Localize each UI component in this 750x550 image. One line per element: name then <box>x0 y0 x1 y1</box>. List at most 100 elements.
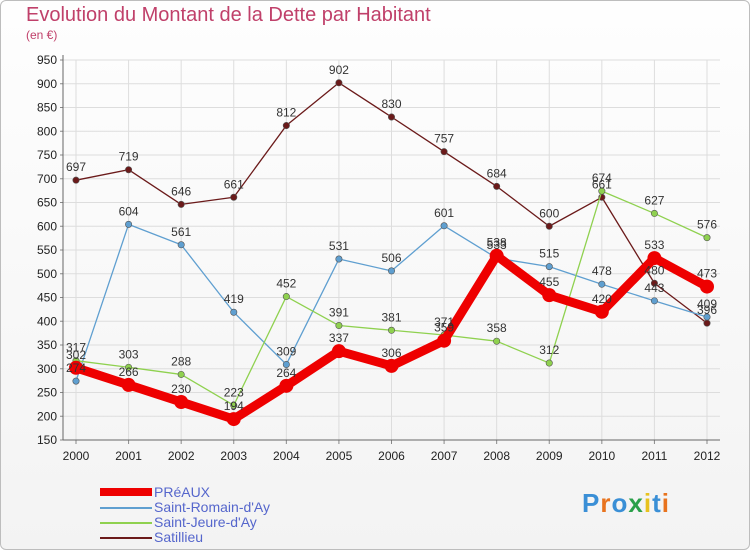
data-label: 830 <box>381 97 401 111</box>
data-label: 627 <box>644 193 664 207</box>
data-label: 478 <box>592 264 612 278</box>
data-point <box>384 358 399 373</box>
data-label: 274 <box>66 361 86 375</box>
data-label: 317 <box>66 341 86 355</box>
data-point <box>647 251 662 266</box>
x-tick-label: 2006 <box>378 449 405 463</box>
data-label: 391 <box>329 306 349 320</box>
data-point <box>282 293 290 301</box>
y-tick-label: 700 <box>37 172 57 186</box>
legend-label-saint-jeure: Saint-Jeure-d'Ay <box>154 514 257 530</box>
data-label: 455 <box>539 275 559 289</box>
x-tick-label: 2001 <box>115 449 142 463</box>
data-label: 538 <box>487 236 507 250</box>
data-point <box>177 241 185 249</box>
data-label: 306 <box>381 346 401 360</box>
data-label: 506 <box>381 251 401 265</box>
legend-swatch-satillieu <box>100 537 152 539</box>
data-label: 601 <box>434 206 454 220</box>
data-label: 358 <box>487 321 507 335</box>
data-label: 812 <box>276 106 296 120</box>
data-point <box>542 288 557 303</box>
chart-title: Evolution du Montant de la Dette par Hab… <box>26 4 431 26</box>
data-point <box>230 401 238 409</box>
y-tick-label: 500 <box>37 267 57 281</box>
data-label: 419 <box>224 292 244 306</box>
logo-letter: P <box>582 488 601 518</box>
data-label: 452 <box>276 277 296 291</box>
x-tick-label: 2008 <box>483 449 510 463</box>
data-point <box>174 395 189 409</box>
data-label: 230 <box>171 382 191 396</box>
data-point <box>489 248 504 263</box>
data-point <box>545 263 553 271</box>
y-tick-label: 250 <box>37 386 57 400</box>
data-point <box>331 344 346 359</box>
data-point <box>335 322 343 330</box>
data-label: 359 <box>434 321 454 335</box>
data-point <box>493 337 501 345</box>
logo-letter: r <box>600 488 612 518</box>
x-tick-label: 2011 <box>642 449 668 463</box>
data-point <box>279 378 294 393</box>
data-label: 381 <box>381 310 401 324</box>
y-tick-label: 200 <box>37 409 57 423</box>
x-tick-label: 2009 <box>536 449 563 463</box>
logo-letter: x <box>628 488 644 518</box>
data-point <box>493 182 501 190</box>
data-point <box>335 255 343 263</box>
data-label: 473 <box>697 267 717 281</box>
proxiti-logo: Proxiti <box>582 488 670 519</box>
data-point <box>703 313 711 321</box>
legend-item-saint-romain: Saint-Romain-d'Ay <box>100 499 360 515</box>
data-point <box>226 412 241 427</box>
legend-item-satillieu: Satillieu <box>100 529 360 545</box>
data-label: 312 <box>539 343 559 357</box>
data-label: 561 <box>171 225 191 239</box>
legend-swatch-saint-romain <box>100 507 152 509</box>
x-tick-label: 2002 <box>168 449 195 463</box>
data-point <box>230 193 238 201</box>
data-point <box>282 122 290 130</box>
data-point <box>437 333 452 348</box>
data-point <box>72 377 80 385</box>
data-point <box>545 359 553 367</box>
data-label: 719 <box>119 150 139 164</box>
data-label: 576 <box>697 218 717 232</box>
y-tick-label: 150 <box>37 433 57 447</box>
data-point <box>598 187 606 195</box>
data-label: 661 <box>224 177 244 191</box>
data-point <box>387 113 395 121</box>
data-label: 371 <box>434 315 454 329</box>
data-label: 697 <box>66 160 86 174</box>
logo-letter: t <box>652 488 662 518</box>
data-point <box>125 166 133 174</box>
y-tick-label: 400 <box>37 314 57 328</box>
y-tick-label: 450 <box>37 291 57 305</box>
data-label: 309 <box>276 344 296 358</box>
x-tick-label: 2004 <box>273 449 300 463</box>
legend-item-saint-jeure: Saint-Jeure-d'Ay <box>100 514 360 530</box>
data-point <box>230 308 238 316</box>
data-point <box>125 363 133 371</box>
y-tick-label: 300 <box>37 362 57 376</box>
x-tick-label: 2003 <box>220 449 247 463</box>
data-point <box>387 326 395 334</box>
data-point <box>440 148 448 156</box>
data-label: 420 <box>592 292 612 306</box>
data-point <box>177 370 185 378</box>
data-point <box>440 222 448 230</box>
data-label: 223 <box>224 385 244 399</box>
data-label: 533 <box>487 238 507 252</box>
legend-swatch-saint-jeure <box>100 522 152 524</box>
data-label: 266 <box>119 365 139 379</box>
logo-letter: i <box>661 488 670 518</box>
y-tick-label: 800 <box>37 124 57 138</box>
data-point <box>594 304 609 319</box>
data-label: 604 <box>119 204 139 218</box>
x-tick-label: 2007 <box>431 449 458 463</box>
legend-swatch-preaux <box>100 488 152 496</box>
data-label: 902 <box>329 63 349 77</box>
data-point <box>69 360 83 375</box>
